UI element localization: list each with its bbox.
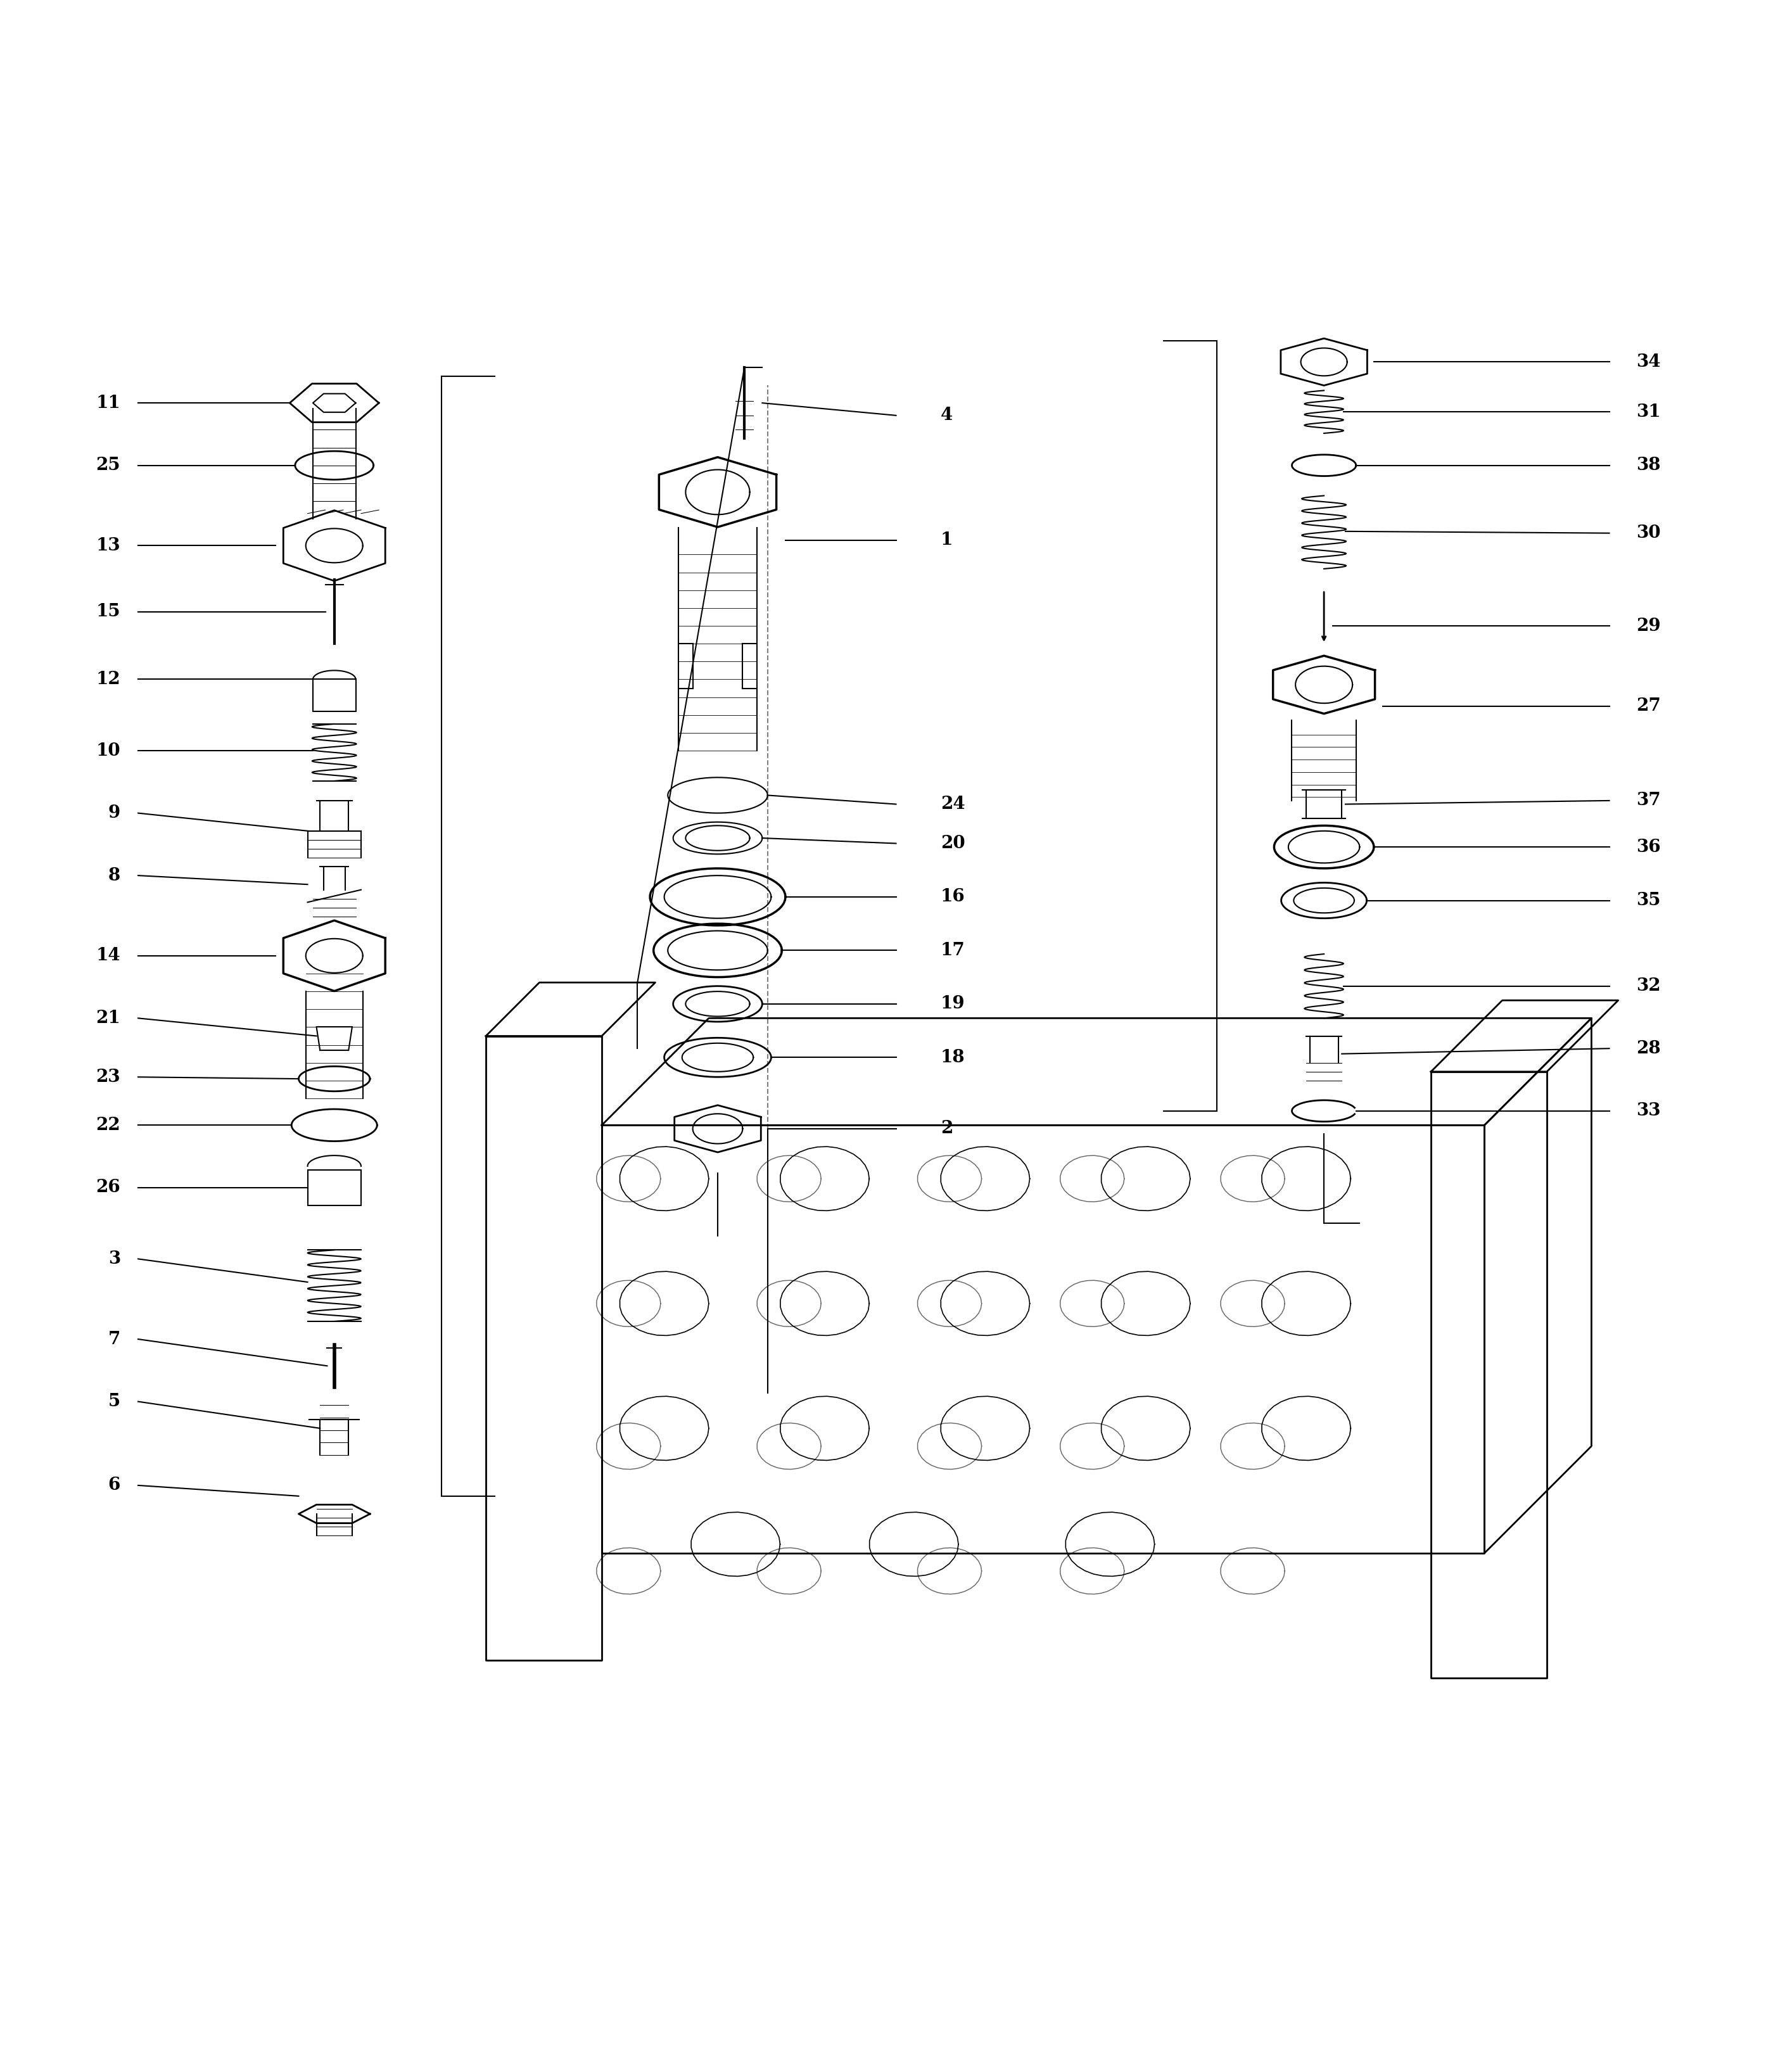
Text: 7: 7 [108, 1330, 120, 1347]
Text: 18: 18 [941, 1048, 966, 1065]
Text: 9: 9 [108, 804, 120, 823]
Text: 3: 3 [108, 1249, 120, 1268]
Text: 6: 6 [108, 1477, 120, 1494]
Text: 26: 26 [95, 1179, 120, 1196]
Text: 38: 38 [1636, 456, 1661, 474]
Text: 23: 23 [95, 1069, 120, 1086]
Text: 25: 25 [95, 456, 120, 474]
Text: 11: 11 [95, 394, 120, 412]
Text: 30: 30 [1636, 524, 1661, 541]
Text: 29: 29 [1636, 617, 1661, 634]
Text: 33: 33 [1636, 1102, 1661, 1119]
Bar [314, 680, 355, 711]
Text: 16: 16 [941, 889, 966, 905]
Text: 17: 17 [941, 943, 966, 959]
Bar [308, 1171, 360, 1206]
Text: 28: 28 [1636, 1040, 1661, 1057]
Text: 22: 22 [95, 1117, 120, 1133]
Text: 24: 24 [941, 796, 966, 812]
Text: 20: 20 [941, 835, 966, 852]
Text: 19: 19 [941, 995, 966, 1013]
Text: 2: 2 [941, 1121, 953, 1138]
Text: 8: 8 [108, 866, 120, 885]
Text: 1: 1 [941, 533, 953, 549]
Text: 36: 36 [1636, 839, 1661, 856]
Text: 35: 35 [1636, 891, 1661, 910]
Text: 13: 13 [95, 537, 120, 553]
Text: 31: 31 [1636, 404, 1661, 421]
Text: 10: 10 [95, 742, 120, 758]
Text: 5: 5 [108, 1392, 120, 1411]
Text: 32: 32 [1636, 978, 1661, 995]
Text: 27: 27 [1636, 698, 1661, 715]
Text: 12: 12 [95, 671, 120, 688]
Text: 4: 4 [941, 406, 953, 425]
Text: 21: 21 [95, 1009, 120, 1028]
Text: 37: 37 [1636, 792, 1661, 810]
Text: 14: 14 [95, 947, 120, 963]
Text: 34: 34 [1636, 354, 1661, 371]
Text: 15: 15 [95, 603, 120, 620]
